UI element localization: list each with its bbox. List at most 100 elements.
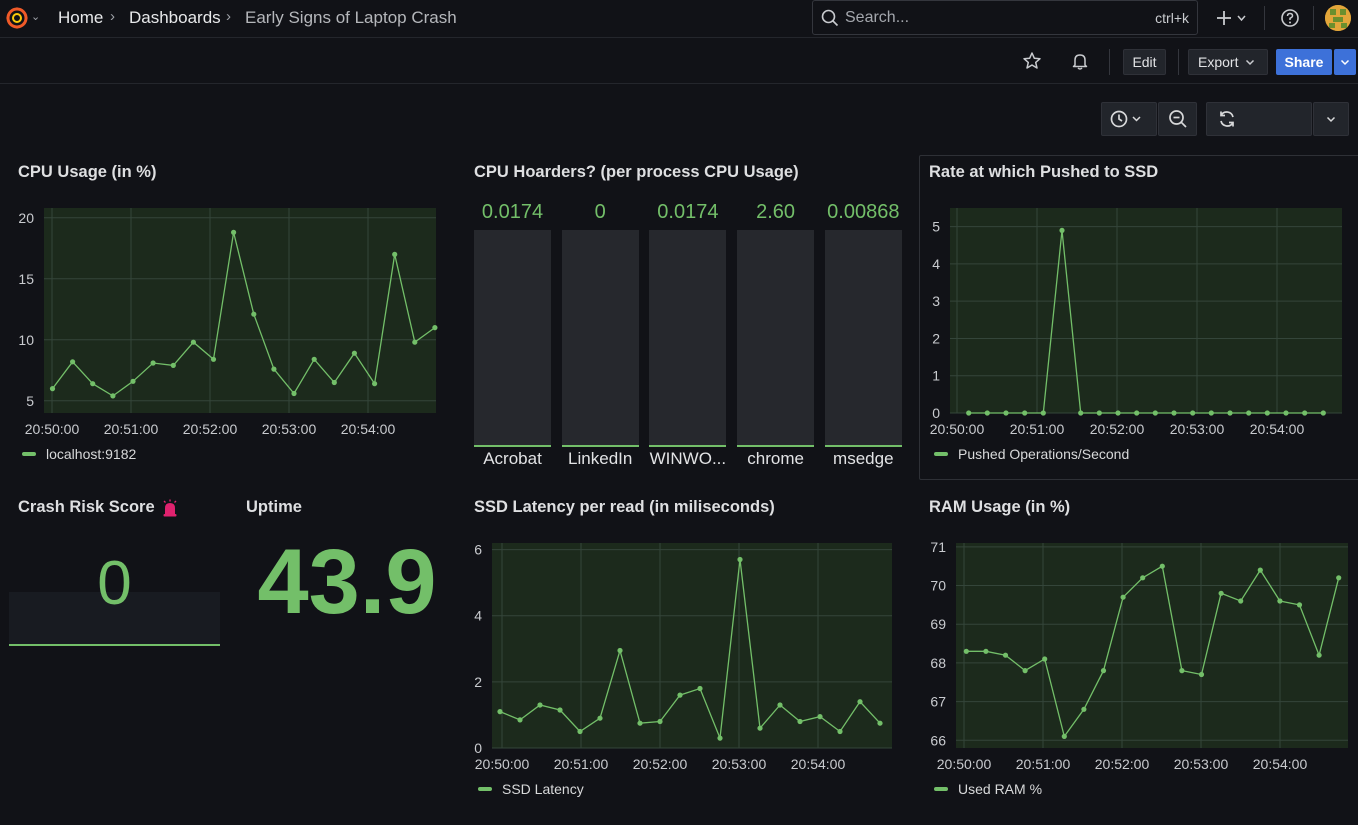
panel-title-rate-ssd[interactable]: Rate at which Pushed to SSD [929, 163, 1159, 181]
breadcrumb-dashboards[interactable]: Dashboards [129, 8, 221, 27]
x-tick-label: 20:51:00 [1016, 756, 1071, 772]
panel-title-cpu-hoarders[interactable]: CPU Hoarders? (per process CPU Usage) [474, 163, 799, 181]
chevron-down-icon[interactable]: ⌄ [31, 11, 41, 23]
data-point [1152, 410, 1158, 416]
data-point [1042, 656, 1048, 662]
data-point [1218, 590, 1224, 596]
legend-rate-ssd[interactable]: Pushed Operations/Second [934, 446, 1129, 462]
data-point [210, 356, 217, 362]
data-point [372, 381, 378, 387]
bar[interactable] [474, 230, 551, 447]
data-point [1134, 410, 1140, 416]
help-button[interactable] [1278, 6, 1302, 30]
edit-button[interactable]: Edit [1123, 49, 1166, 75]
data-point [697, 685, 703, 692]
legend-label: Pushed Operations/Second [958, 446, 1130, 462]
grafana-logo-icon[interactable] [4, 5, 30, 31]
star-button[interactable] [1020, 49, 1044, 73]
data-point [1296, 602, 1303, 608]
data-point [90, 381, 96, 387]
series-line [51, 232, 436, 397]
panel-title-cpu-usage[interactable]: CPU Usage (in %) [18, 163, 157, 181]
x-tick-label: 20:52:00 [1090, 421, 1145, 437]
bar-value-label: 0.0174 [657, 201, 719, 223]
bar-value-label: 0.00868 [827, 201, 900, 223]
alert-siren-icon [163, 499, 177, 516]
data-point [1096, 410, 1102, 416]
legend-ssd-latency[interactable]: SSD Latency [478, 781, 584, 797]
ssd-latency-chart[interactable]: 0 2 4 6 20:50:00 20:51:00 20:52:00 20:53:00 20:5… [466, 535, 896, 775]
cpu-usage-chart[interactable]: 5 10 15 20 20:50:00 20:51:00 20:52:00 20:53:00 2… [10, 200, 440, 440]
bar-category-label: msedge [833, 449, 894, 468]
y-tick-label: 5 [26, 393, 34, 409]
panel-title-ssd-latency[interactable]: SSD Latency per read (in miliseconds) [474, 498, 775, 516]
x-tick-label: 20:51:00 [104, 421, 159, 437]
panel-title-crash-risk[interactable]: Crash Risk Score [18, 498, 178, 517]
breadcrumb-home[interactable]: Home [58, 8, 104, 27]
refresh-interval-dropdown[interactable] [1313, 102, 1349, 136]
export-button[interactable]: Export [1188, 49, 1268, 75]
panel-title-ram-usage[interactable]: RAM Usage (in %) [929, 498, 1071, 516]
search-placeholder: Search... [845, 9, 910, 26]
data-point [557, 707, 563, 713]
data-point [1257, 567, 1263, 573]
share-button[interactable]: Share [1276, 49, 1332, 75]
x-tick-label: 20:54:00 [791, 756, 846, 772]
breadcrumb-current: Early Signs of Laptop Crash [245, 8, 457, 27]
y-tick-label: 4 [474, 608, 482, 624]
share-dropdown-button[interactable] [1334, 49, 1356, 75]
data-point [1227, 410, 1233, 416]
x-tick-label: 20:53:00 [712, 756, 767, 772]
x-tick-label: 20:52:00 [633, 756, 688, 772]
data-point [837, 728, 843, 735]
data-point [1316, 652, 1322, 658]
y-tick-label: 0 [474, 740, 482, 756]
data-point [497, 709, 503, 715]
refresh-button[interactable] [1206, 102, 1312, 136]
bar-value-label: 0.0174 [481, 201, 544, 223]
data-point [1238, 598, 1244, 604]
ram-usage-chart[interactable]: 66 67 68 69 70 71 20:50:00 20:51:00 20:52:00 20:5… [920, 535, 1350, 775]
data-point [1246, 410, 1252, 416]
data-point [857, 699, 863, 705]
y-tick-label: 70 [930, 578, 946, 594]
data-point [757, 725, 763, 731]
data-point [351, 350, 357, 356]
legend-cpu-usage[interactable]: localhost:9182 [22, 446, 136, 462]
data-point [331, 379, 337, 386]
panel-title-uptime[interactable]: Uptime [246, 498, 302, 516]
rate-ssd-chart[interactable]: 0 1 2 3 4 5 20:50:00 20:51:00 20:52:00 20:53:00 20… [920, 200, 1350, 440]
y-tick-label: 15 [18, 271, 34, 287]
y-tick-label: 10 [18, 332, 34, 348]
y-tick-label: 5 [932, 219, 940, 235]
search-input[interactable]: Search... ctrl+k [812, 0, 1198, 35]
alert-button[interactable] [1068, 49, 1092, 73]
time-picker-button[interactable] [1101, 102, 1157, 136]
plot-area [492, 543, 892, 748]
bar[interactable] [561, 230, 639, 447]
y-tick-label: 71 [930, 539, 946, 555]
x-tick-label: 20:54:00 [1253, 756, 1308, 772]
data-point [150, 360, 156, 366]
data-point [271, 366, 277, 372]
series-line [966, 565, 1340, 738]
bar[interactable] [824, 230, 902, 447]
legend-swatch [478, 787, 492, 791]
data-point [877, 720, 883, 726]
add-new-button[interactable] [1212, 6, 1250, 30]
legend-ram-usage[interactable]: Used RAM % [934, 781, 1042, 797]
data-point [1277, 598, 1283, 604]
bar[interactable] [737, 230, 815, 447]
x-tick-label: 20:50:00 [25, 421, 80, 437]
data-point [983, 648, 989, 654]
divider [1178, 49, 1179, 75]
avatar[interactable] [1325, 5, 1351, 31]
y-tick-label: 68 [930, 655, 946, 671]
divider [1109, 49, 1110, 75]
data-point [963, 648, 969, 654]
data-point [1081, 706, 1087, 712]
bar[interactable] [649, 230, 727, 447]
data-point [311, 356, 317, 362]
zoom-out-button[interactable] [1158, 102, 1197, 136]
x-tick-label: 20:54:00 [1250, 421, 1305, 437]
